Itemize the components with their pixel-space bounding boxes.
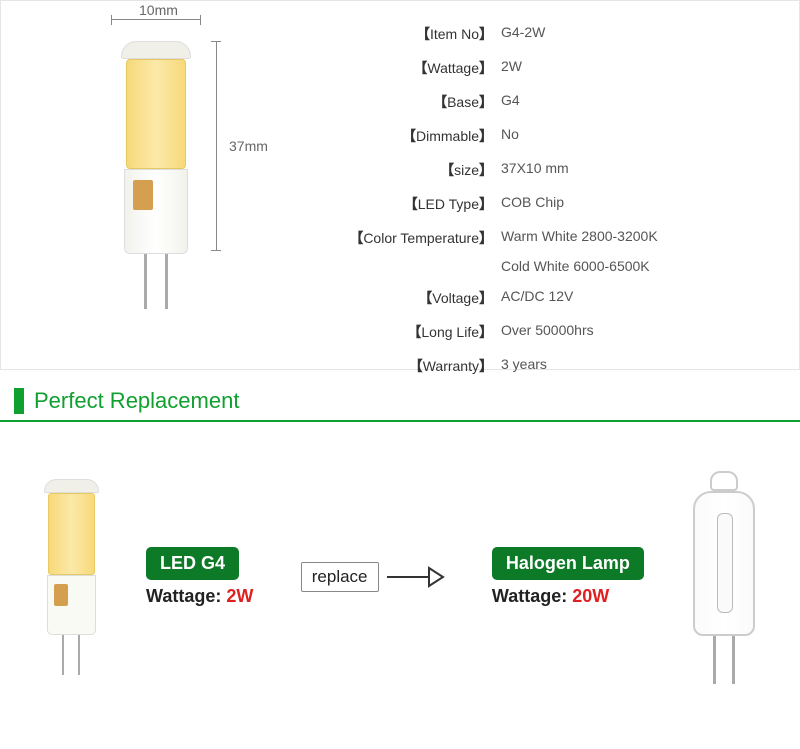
spec-row: 【Base】G4	[301, 85, 789, 119]
spec-section: 10mm 37mm 【Item No】G4-2W 【Wattage】2W 【Ba…	[0, 0, 800, 370]
wattage-value: 20W	[572, 586, 609, 606]
height-dimension: 37mm	[216, 41, 268, 251]
section-header: Perfect Replacement	[14, 388, 800, 414]
width-dimension: 10mm	[111, 19, 201, 20]
width-label: 10mm	[139, 2, 178, 18]
spec-row: 【Item No】G4-2W	[301, 17, 789, 51]
halogen-label-block: Halogen Lamp Wattage: 20W	[492, 547, 644, 607]
wattage-label: Wattage:	[146, 586, 221, 606]
halogen-bulb-icon	[691, 471, 756, 684]
wattage-label: Wattage:	[492, 586, 567, 606]
replace-arrow: replace	[301, 562, 445, 592]
spec-row: 【Warranty】3 years	[301, 349, 789, 383]
spec-row: 【Voltage】AC/DC 12V	[301, 281, 789, 315]
halogen-badge: Halogen Lamp	[492, 547, 644, 580]
replace-label: replace	[301, 562, 379, 592]
bulb-diagram: 10mm 37mm	[1, 1, 301, 369]
spec-row: 【Dimmable】No	[301, 119, 789, 153]
height-label: 37mm	[229, 138, 268, 154]
section-bar-icon	[14, 388, 24, 414]
section-title: Perfect Replacement	[34, 388, 239, 414]
wattage-value: 2W	[226, 586, 253, 606]
arrow-right-icon	[385, 563, 445, 591]
spec-row: 【size】37X10 mm	[301, 153, 789, 187]
replacement-section: LED G4 Wattage: 2W replace Halogen Lamp …	[0, 422, 800, 722]
spec-row: 【Wattage】2W	[301, 51, 789, 85]
spec-row: 【Color Temperature】Warm White 2800-3200K…	[301, 221, 789, 281]
led-label-block: LED G4 Wattage: 2W	[146, 547, 253, 607]
specs-table: 【Item No】G4-2W 【Wattage】2W 【Base】G4 【Dim…	[301, 1, 799, 369]
led-bulb-icon	[121, 41, 191, 331]
led-bulb-small-icon	[44, 479, 99, 675]
spec-row: 【Long Life】Over 50000hrs	[301, 315, 789, 349]
spec-row: 【LED Type】COB Chip	[301, 187, 789, 221]
led-badge: LED G4	[146, 547, 239, 580]
